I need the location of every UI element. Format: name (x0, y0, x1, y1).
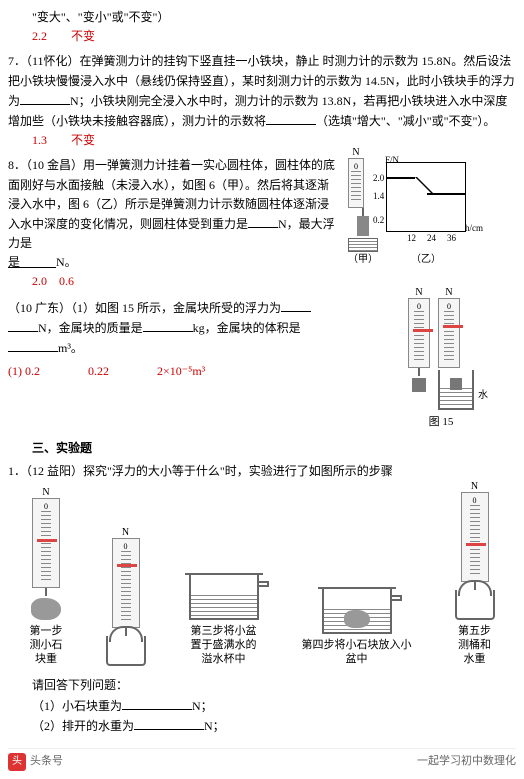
blank (248, 214, 278, 228)
experiment-figures: 第一步测小石块重 第三步将小盆置于盛满水的溢水杯中 第四步将小石块放入小盆中 第… (8, 492, 516, 667)
q10-mid1: N，金属块的质量是 (38, 321, 143, 335)
section-3-title: 三、实验题 (32, 439, 516, 458)
a10-2: 0.22 (88, 364, 109, 378)
water-label: 水 (478, 388, 488, 404)
a10-3: 2×10⁻⁵m³ (157, 364, 205, 378)
q7-tail: （选填"增大"、"减小"或"不变"）。 (316, 114, 495, 128)
question-7: 7．（11怀化）在弹簧测力计的挂钩下竖直挂一小铁块，静止 时测力计的示数为 15… (8, 52, 516, 150)
q10-tail: m³。 (58, 341, 83, 355)
blank (8, 318, 38, 332)
figure-15: 水 图 15 (366, 298, 516, 432)
fig6b-label: （乙） (386, 252, 466, 268)
chart-xlabel: h/cm (465, 221, 483, 235)
q10-prefix: （10 广东）（1）如图 15 所示，金属块所受的浮力为 (8, 301, 281, 315)
blank (122, 696, 192, 710)
q6-tail: "变大"、"变小"或"不变"） (32, 10, 169, 24)
step-2 (106, 538, 146, 666)
figure-6: （甲） F/N 2.0 1.4 0.2 12 24 36 h/cm （乙） (346, 156, 516, 270)
a7-1: 1.3 (32, 133, 47, 147)
sub2-unit: N； (204, 719, 225, 733)
sub1-unit: N； (192, 699, 213, 713)
chart-ylabel: F/N (385, 153, 399, 167)
exp1-text: 1．（12 益阳）探究"浮力的大小等于什么"时，实验进行了如图所示的步骤 (8, 464, 393, 478)
a10-1: (1) 0.2 (8, 364, 40, 378)
page-footer: 头 头条号 一起学习初中数理化 (8, 748, 516, 771)
blank (143, 318, 193, 332)
chart-x1: 12 (407, 231, 416, 245)
chart-y1: 2.0 (373, 171, 384, 185)
step-5: 第五步测桶和水重 (455, 492, 495, 667)
fig6a-label: （甲） (348, 252, 378, 268)
step-3: 第三步将小盆置于盛满水的溢水杯中 (189, 575, 259, 667)
followup-text: 请回答下列问题： (8, 676, 516, 695)
logo-icon: 头 (8, 753, 26, 771)
q8-tail: N。 (56, 255, 77, 269)
step-1: 第一步测小石块重 (30, 498, 63, 667)
blank (20, 91, 70, 105)
step-4: 第四步将小石块放入小盆中 (302, 589, 412, 667)
chart-x2: 24 (427, 231, 436, 245)
fig15-label: 图 15 (366, 414, 516, 432)
footer-right: 一起学习初中数理化 (417, 753, 516, 771)
q10-mid2: kg，金属块的体积是 (193, 321, 301, 335)
chart-x3: 36 (447, 231, 456, 245)
sub2-label: （2）排开的水重为 (32, 719, 134, 733)
a6-2: 不变 (71, 29, 95, 43)
blank (8, 338, 58, 352)
experiment-1: 1．（12 益阳）探究"浮力的大小等于什么"时，实验进行了如图所示的步骤 (8, 462, 516, 481)
a6-1: 2.2 (32, 29, 47, 43)
blank (281, 298, 311, 312)
blank (134, 716, 204, 730)
chart-y2: 1.4 (373, 189, 384, 203)
footer-left: 头条号 (30, 753, 63, 771)
a7-2: 不变 (71, 133, 95, 147)
a8-1: 2.0 (32, 274, 47, 288)
blank (266, 111, 316, 125)
chart-y3: 0.2 (373, 213, 384, 227)
sub1-label: （1）小石块重为 (32, 699, 122, 713)
a8-2: 0.6 (59, 274, 74, 288)
